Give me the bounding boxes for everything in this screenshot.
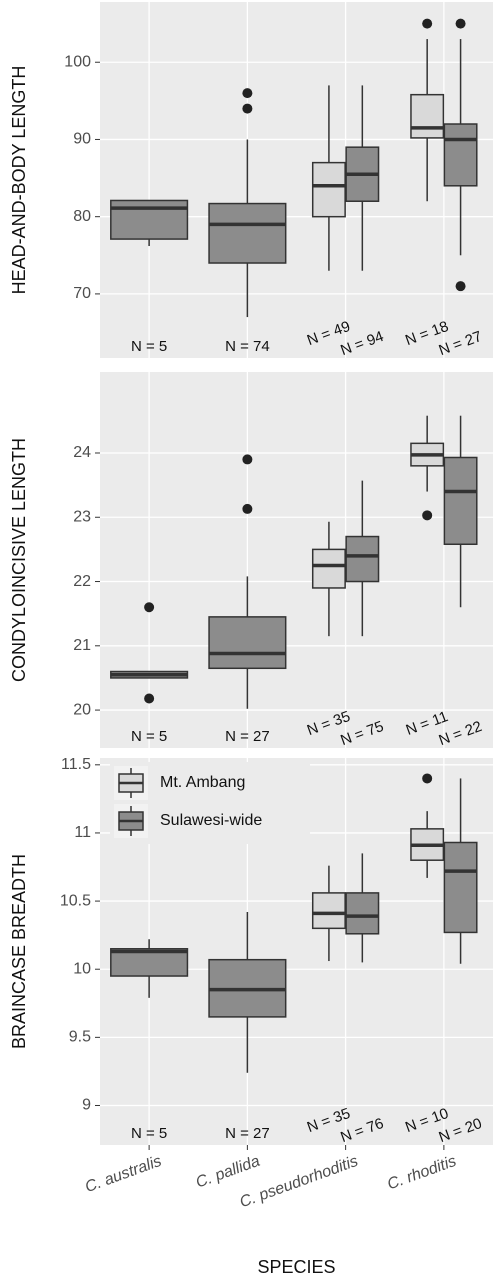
outlier <box>422 18 433 29</box>
y-tick-label: 100 <box>64 53 91 70</box>
x-tick-label: C. pallida <box>194 1153 263 1192</box>
box <box>443 456 478 546</box>
y-tick-label: 20 <box>73 701 91 718</box>
y-axis-title: HEAD-AND-BODY LENGTH <box>9 66 29 295</box>
outlier <box>242 454 253 465</box>
legend-label: Mt. Ambang <box>160 774 245 791</box>
n-label: N = 27 <box>225 1125 270 1142</box>
panel-background <box>100 372 493 748</box>
outlier <box>242 88 253 99</box>
box <box>208 202 287 264</box>
y-axis-title: BRAINCASE BREADTH <box>9 854 29 1049</box>
x-axis-title: SPECIES <box>257 1257 335 1277</box>
legend-label: Sulawesi-wide <box>160 812 262 829</box>
x-tick-label: C. rhoditis <box>385 1153 459 1194</box>
box <box>410 93 445 139</box>
y-tick-label: 80 <box>73 208 91 225</box>
outlier <box>455 18 466 29</box>
n-label: N = 5 <box>131 728 167 745</box>
outlier <box>144 693 155 704</box>
outlier <box>242 103 253 114</box>
y-tick-label: 70 <box>73 285 91 302</box>
outlier <box>422 510 433 521</box>
box <box>311 161 346 218</box>
box <box>443 123 478 187</box>
y-tick-label: 23 <box>73 508 91 525</box>
n-label: N = 27 <box>225 728 270 745</box>
n-label: N = 74 <box>225 338 270 355</box>
y-tick-label: 24 <box>73 444 91 461</box>
box <box>345 535 380 583</box>
x-tick-label: C. australis <box>83 1153 164 1196</box>
y-tick-label: 10 <box>73 960 91 977</box>
n-label: N = 5 <box>131 338 167 355</box>
y-tick-label: 21 <box>73 637 91 654</box>
box <box>110 199 189 240</box>
y-tick-label: 22 <box>73 573 91 590</box>
outlier <box>455 281 466 292</box>
panel-background <box>100 2 493 358</box>
y-tick-label: 90 <box>73 131 91 148</box>
y-tick-label: 9.5 <box>69 1029 91 1046</box>
outlier <box>144 602 155 613</box>
box <box>311 892 346 930</box>
y-tick-label: 11.5 <box>61 756 91 773</box>
y-axis-title: CONDYLOINCISIVE LENGTH <box>9 438 29 682</box>
y-tick-label: 11 <box>74 824 91 841</box>
outlier <box>422 773 433 784</box>
box <box>311 548 346 589</box>
outlier <box>242 503 253 514</box>
box <box>443 841 478 934</box>
box <box>208 616 287 670</box>
box <box>345 892 380 935</box>
n-label: N = 5 <box>131 1125 167 1142</box>
y-tick-label: 10.5 <box>60 892 91 909</box>
y-tick-label: 9 <box>82 1097 91 1114</box>
box <box>110 948 189 977</box>
